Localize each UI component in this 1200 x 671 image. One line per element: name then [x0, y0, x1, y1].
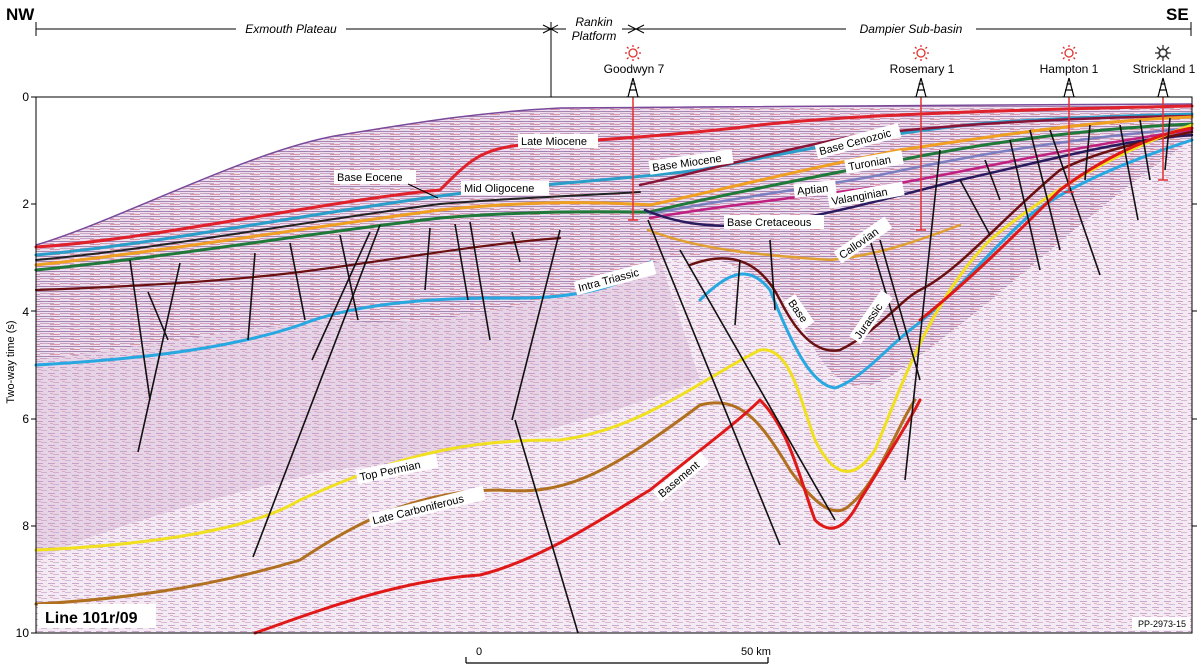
nw-label: NW	[6, 5, 35, 24]
horizon-callovian	[646, 223, 962, 262]
fault-line	[879, 239, 921, 381]
gas-show-icon	[1061, 45, 1077, 61]
well-name: Rosemary 1	[890, 62, 955, 76]
y-axis-label: Two-way time (s)	[5, 320, 17, 403]
well-name: Hampton 1	[1040, 62, 1099, 76]
fault-line	[904, 149, 941, 481]
fault-line	[147, 291, 169, 341]
label-aptian: Aptian	[797, 183, 829, 198]
fault-line	[311, 231, 371, 361]
fault-line	[511, 229, 561, 421]
well-rosemary-1: Rosemary 1	[890, 45, 955, 98]
gas-show-icon	[913, 45, 929, 61]
gas-show-icon	[625, 45, 641, 61]
horizon-top-permian	[34, 123, 1194, 552]
horizon-basement	[253, 398, 922, 635]
label-base-cretaceous: Base Cretaceous	[727, 217, 812, 229]
fault-line	[454, 223, 469, 301]
horizons	[34, 104, 1194, 635]
horizon-aptian	[648, 126, 1194, 216]
seismic-image	[36, 97, 1192, 633]
fault-line	[1164, 117, 1171, 171]
well-name: Goodwyn 7	[604, 62, 665, 76]
line-label: Line 101r/09	[45, 610, 138, 627]
derrick-icon	[914, 77, 928, 98]
header: NW SE Exmouth Plateau Rankin Platform Da…	[6, 5, 1192, 97]
scale-start-label: 0	[476, 646, 482, 658]
fault-line	[647, 219, 781, 546]
fault-line	[469, 221, 491, 341]
label-base-eocene: Base Eocene	[337, 172, 402, 184]
well-bores	[628, 97, 1168, 231]
fault-line	[869, 239, 901, 341]
fault-line	[1084, 124, 1091, 181]
fault-line	[129, 259, 151, 401]
well-name: Strickland 1	[1133, 62, 1196, 76]
y-tick-label: 2	[22, 197, 29, 211]
fault-line	[959, 179, 991, 236]
fault-line	[679, 249, 836, 521]
fault-line	[1139, 119, 1151, 181]
y-tick-label: 8	[22, 519, 29, 533]
y-tick-label: 6	[22, 412, 29, 426]
fault-line	[137, 262, 181, 453]
fault-line	[769, 239, 776, 311]
fault-line	[1029, 129, 1061, 251]
fault-line	[734, 259, 741, 326]
derrick-icon	[626, 77, 640, 98]
plot-frame	[35, 96, 1193, 634]
horizon-triassic-upper	[34, 236, 562, 292]
region-exmouth-plateau: Exmouth Plateau	[245, 22, 337, 36]
region-rankin: Rankin	[575, 15, 613, 29]
wells: Goodwyn 7 Rosemary 1	[604, 45, 1196, 98]
well-strickland-1: Strickland 1	[1133, 45, 1196, 98]
label-late-miocene: Late Miocene	[521, 136, 587, 148]
region-platform: Platform	[572, 29, 617, 43]
well-hampton-1: Hampton 1	[1040, 45, 1099, 98]
y-tick-label: 0	[22, 90, 29, 104]
fault-line	[1119, 124, 1139, 221]
horizon-base-cenozoic	[34, 115, 1194, 267]
faults	[129, 117, 1171, 634]
figure-id: PP-2973-15	[1138, 619, 1186, 629]
fault-line	[424, 227, 431, 291]
well-goodwyn-7: Goodwyn 7	[604, 45, 665, 98]
horizon-base-jurassic	[688, 130, 1194, 352]
y-tick-label: 4	[22, 305, 29, 319]
horizon-late-carboniferous	[34, 398, 917, 606]
horizon-intra-triassic-basin	[698, 138, 1194, 390]
horizon-base-eocene	[35, 191, 641, 261]
fault-line	[247, 252, 256, 341]
fault-line	[511, 231, 521, 263]
scale-end-label: 50 km	[741, 646, 771, 658]
se-label: SE	[1166, 5, 1189, 24]
fault-line	[289, 242, 306, 321]
seafloor-line	[35, 103, 1193, 246]
horizon-basement-east	[918, 126, 1194, 322]
fault-line	[252, 224, 381, 558]
fault-line	[1049, 129, 1101, 276]
region-dampier-sub-basin: Dampier Sub-basin	[860, 22, 963, 36]
derrick-icon	[1062, 77, 1076, 98]
label-mid-oligocene: Mid Oligocene	[464, 183, 534, 195]
fault-line	[1009, 139, 1041, 271]
fault-line	[984, 159, 1001, 201]
scale-bar: 0 50 km	[465, 646, 771, 664]
y-axis: Two-way time (s) 0 2 4 6 8 10	[5, 90, 1197, 640]
y-tick-label: 10	[16, 626, 30, 640]
fault-line	[514, 419, 579, 634]
derrick-icon	[1156, 77, 1170, 98]
